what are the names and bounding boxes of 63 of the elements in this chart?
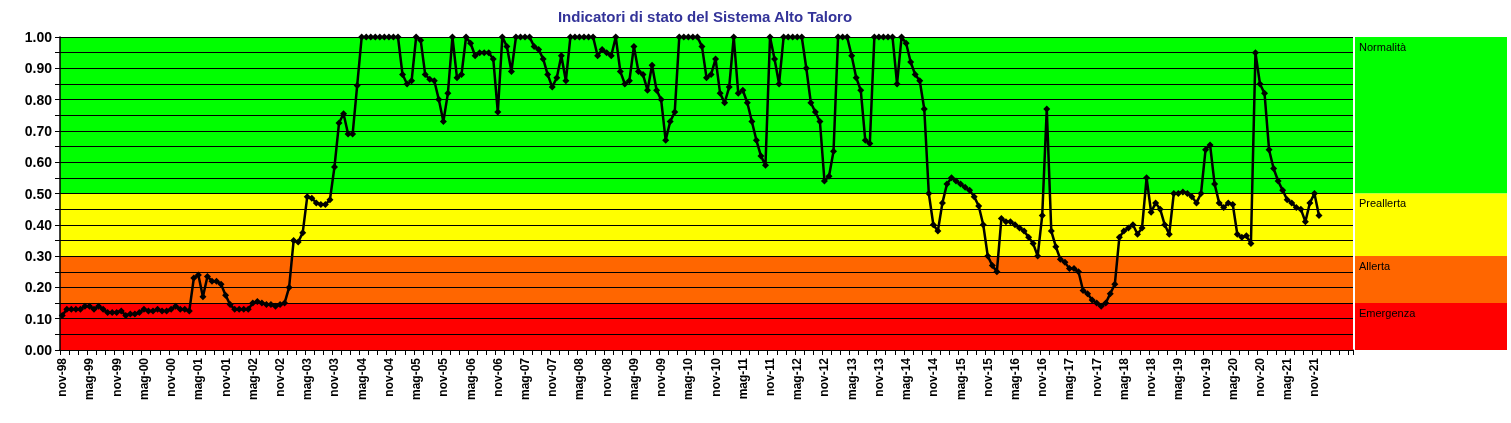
x-tick-label: mag-06 [463, 357, 478, 401]
band-label: Allerta [1359, 259, 1392, 272]
x-tick-label: nov-05 [436, 357, 451, 397]
y-tick-label: 0.20 [24, 279, 53, 296]
x-tick-label: nov-16 [1035, 357, 1050, 397]
x-tick-label: nov-07 [545, 357, 560, 397]
x-tick-label: nov-13 [871, 357, 886, 397]
x-tick-label: nov-00 [164, 357, 179, 397]
x-tick-label: mag-03 [300, 357, 315, 401]
x-tick-label: nov-09 [654, 357, 669, 397]
x-tick-label: mag-00 [136, 357, 151, 401]
band-label: Preallerta [1359, 197, 1407, 209]
x-tick-label: mag-09 [626, 357, 641, 401]
x-tick-label: nov-06 [490, 357, 505, 397]
x-tick-label: nov-11 [763, 357, 778, 397]
y-tick-label: 0.60 [24, 154, 53, 171]
x-tick-label: nov-03 [327, 357, 342, 397]
x-tick-label: nov-18 [1144, 357, 1159, 397]
x-tick-label: nov-15 [980, 357, 995, 397]
x-tick-label: nov-02 [273, 357, 288, 397]
y-tick-label: 0.40 [24, 216, 53, 233]
x-tick-label: mag-17 [1062, 357, 1077, 401]
x-tick-label: mag-99 [82, 357, 97, 401]
x-tick-label: mag-01 [191, 357, 206, 401]
x-tick-label: nov-14 [926, 357, 941, 397]
x-tick-label: nov-04 [381, 357, 396, 397]
x-tick-label: mag-14 [899, 357, 914, 401]
y-tick-label: 0.10 [24, 310, 53, 327]
x-tick-label: nov-20 [1252, 357, 1267, 397]
x-tick-label: mag-13 [844, 357, 859, 401]
x-tick-label: nov-17 [1089, 357, 1104, 397]
x-tick-label: mag-20 [1225, 357, 1240, 401]
x-tick-label: nov-08 [599, 357, 614, 397]
x-tick-label: mag-04 [354, 357, 369, 401]
x-tick-label: nov-12 [817, 357, 832, 397]
x-tick-label: nov-99 [109, 357, 124, 397]
y-tick-label: 0.70 [24, 122, 53, 139]
x-tick-label: mag-08 [572, 357, 587, 401]
x-tick-label: mag-16 [1008, 357, 1023, 401]
band-label: Emergenza [1359, 306, 1417, 319]
y-tick-label: 0.50 [24, 185, 53, 202]
band-label: Normalità [1359, 40, 1407, 53]
x-tick-label: nov-10 [708, 357, 723, 397]
x-tick-label: mag-10 [681, 357, 696, 401]
y-tick-label: 0.30 [24, 248, 53, 265]
x-tick-label: mag-02 [245, 357, 260, 401]
x-tick-label: mag-07 [518, 357, 533, 401]
y-tick-label: 0.80 [24, 91, 53, 108]
x-tick-label: mag-18 [1116, 357, 1131, 401]
x-tick-label: mag-12 [790, 357, 805, 401]
chart-title: Indicatori di stato del Sistema Alto Taloro [557, 8, 853, 25]
y-tick-label: 0.00 [24, 342, 53, 358]
x-tick-label: mag-15 [953, 357, 968, 401]
x-tick-label: nov-01 [218, 357, 233, 397]
x-tick-label: mag-21 [1280, 357, 1295, 401]
y-tick-label: 1.00 [24, 29, 53, 45]
x-tick-label: nov-21 [1307, 357, 1322, 397]
y-tick-label: 0.90 [24, 60, 53, 77]
x-tick-label: mag-05 [409, 357, 424, 401]
x-tick-label: mag-11 [735, 357, 750, 400]
x-tick-label: nov-19 [1198, 357, 1213, 397]
x-tick-label: mag-19 [1171, 357, 1186, 401]
x-tick-label: nov-98 [55, 357, 70, 397]
